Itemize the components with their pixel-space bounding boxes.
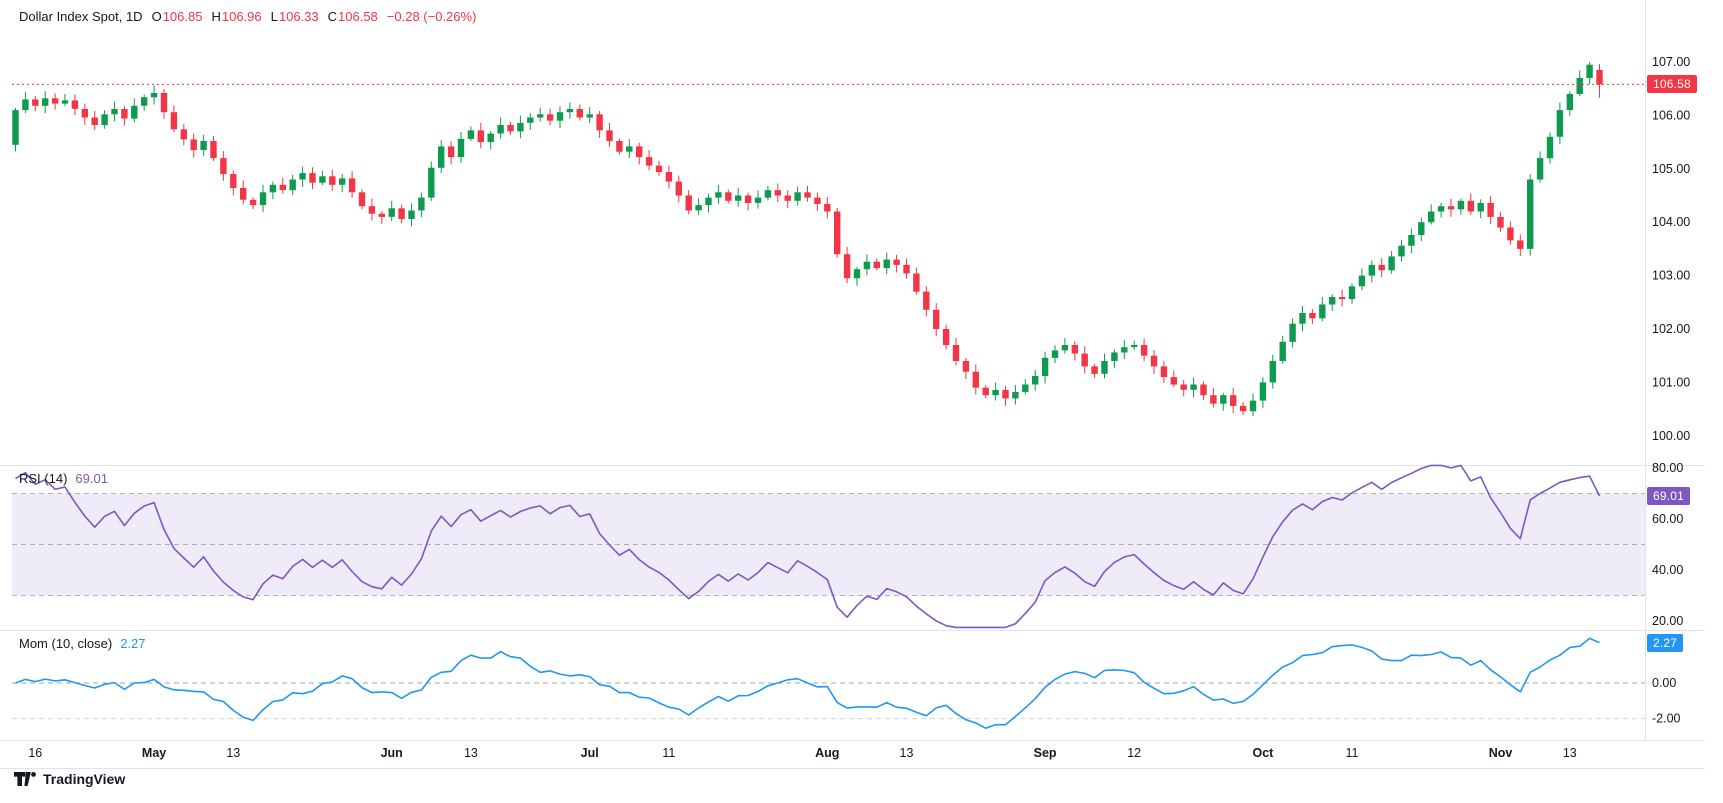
mom-label: Mom (10, close) <box>19 636 113 651</box>
time-axis-label: 13 <box>1563 746 1577 760</box>
ohlc-high: H 106.96 <box>211 9 261 25</box>
ohlc-open: O 106.85 <box>152 9 203 25</box>
rsi-value: 69.01 <box>75 471 108 486</box>
price-axis-label: 107.00 <box>1652 55 1690 69</box>
open-label: O <box>151 9 162 24</box>
time-axis-label: 11 <box>662 746 675 760</box>
rsi-axis-label: 40.00 <box>1652 563 1683 577</box>
rsi-line <box>15 464 1601 629</box>
close-label: C <box>327 9 338 24</box>
time-axis-label: 16 <box>28 746 42 760</box>
mom-value: 2.27 <box>120 636 146 651</box>
time-axis-label: Aug <box>815 746 839 760</box>
price-axis-label: 101.00 <box>1652 375 1690 389</box>
time-axis-label: 13 <box>464 746 478 760</box>
mom-legend[interactable]: Mom (10, close) 2.27 <box>19 636 146 652</box>
rsi-axis-label: 60.00 <box>1652 512 1683 526</box>
time-axis-label: Nov <box>1489 746 1513 760</box>
rsi-legend[interactable]: RSI (14) 69.01 <box>19 471 108 487</box>
close-value: 106.58 <box>338 9 378 24</box>
time-axis-label: Oct <box>1252 746 1274 760</box>
time-axis-label: Sep <box>1034 746 1057 760</box>
price-axis-label: 100.00 <box>1652 429 1690 443</box>
price-axis-label: 105.00 <box>1652 162 1690 176</box>
time-axis-label: May <box>142 746 166 760</box>
change-value: −0.28 (−0.26%) <box>386 9 477 24</box>
price-axis-label: 103.00 <box>1652 269 1690 283</box>
mom-line <box>15 637 1600 730</box>
time-axis-label: 13 <box>900 746 914 760</box>
last-price-badge: 106.58 <box>1647 75 1697 94</box>
candles <box>12 61 1603 417</box>
mom-value-badge: 2.27 <box>1647 633 1684 652</box>
mom-axis-label: -2.00 <box>1652 712 1681 726</box>
tradingview-wordmark: TradingView <box>43 771 126 787</box>
time-axis-label: Jul <box>581 746 599 760</box>
rsi-axis-label: 20.00 <box>1652 614 1683 628</box>
price-axis-label: 102.00 <box>1652 322 1690 336</box>
price-axis-label: 106.00 <box>1652 108 1690 122</box>
symbol-title: Dollar Index Spot, 1D <box>19 9 143 24</box>
ohlc-close: C 106.58 <box>328 9 378 25</box>
time-axis-label: 12 <box>1127 746 1141 760</box>
rsi-label: RSI (14) <box>19 471 68 486</box>
time-axis-label: 11 <box>1346 746 1359 760</box>
high-value: 106.96 <box>221 9 262 24</box>
open-value: 106.85 <box>162 9 203 24</box>
mom-axis-label: 0.00 <box>1652 676 1676 690</box>
rsi-axis-label: 80.00 <box>1652 461 1683 475</box>
tradingview-attribution[interactable]: TradingView <box>14 771 125 787</box>
tradingview-logo-icon <box>14 771 36 786</box>
time-axis-label: Jun <box>381 746 403 760</box>
rsi-value-badge: 69.01 <box>1647 487 1691 506</box>
price-axis-label: 104.00 <box>1652 215 1690 229</box>
high-label: H <box>211 9 221 24</box>
time-axis-label: 13 <box>226 746 240 760</box>
low-label: L <box>270 9 278 24</box>
low-value: 106.33 <box>278 9 319 24</box>
ohlc-low: L 106.33 <box>271 9 319 25</box>
